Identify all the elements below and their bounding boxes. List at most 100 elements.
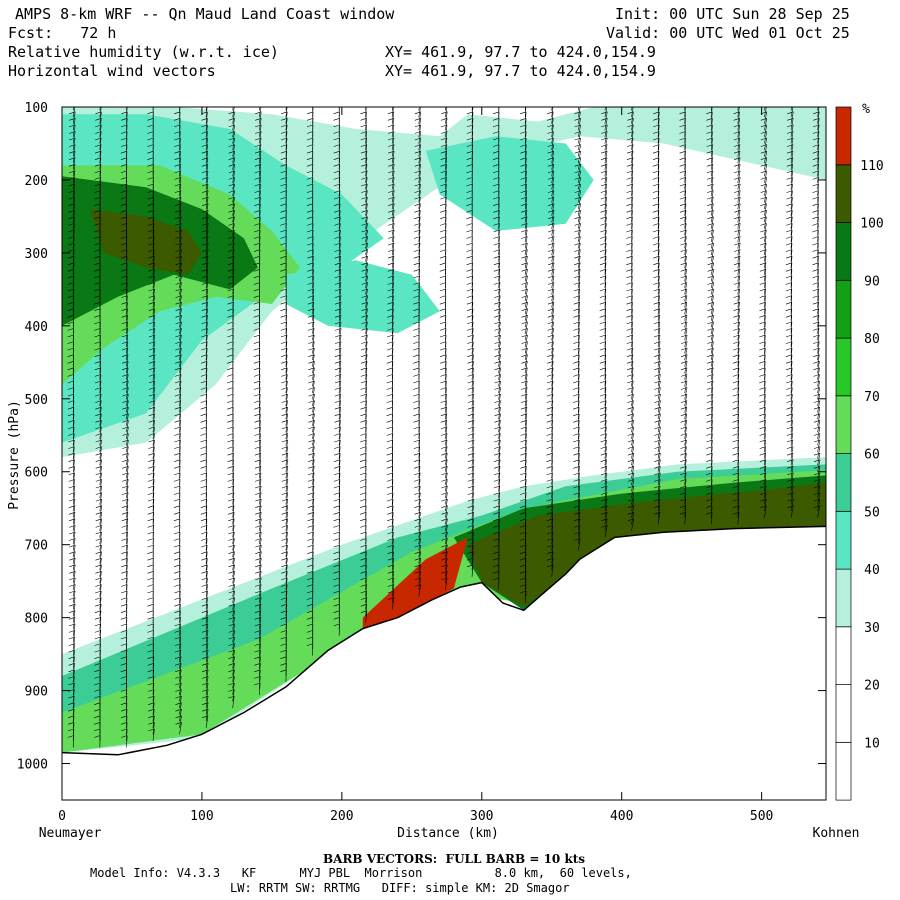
wind-barb-flag <box>228 623 235 627</box>
wind-barb-flag <box>439 315 446 318</box>
wind-barb <box>551 361 554 374</box>
wind-barb-flag <box>413 301 420 305</box>
wind-barb-flag <box>202 236 209 239</box>
wind-barb <box>657 137 660 151</box>
wind-barb <box>737 479 740 492</box>
wind-barb-flag <box>94 242 101 246</box>
wind-barb-flag <box>255 118 262 121</box>
wind-barb <box>152 236 155 249</box>
wind-barb-flag <box>228 617 235 620</box>
wind-barb-flag <box>174 571 181 574</box>
wind-barb-flag <box>387 275 394 279</box>
wind-barb-flag <box>547 321 554 325</box>
wind-barb-flag <box>733 269 741 272</box>
wind-barb-flag <box>306 157 313 160</box>
wind-barb-flag <box>494 347 501 351</box>
wind-barb-flag <box>548 229 555 233</box>
wind-barb-flag <box>175 216 182 220</box>
wind-barb <box>72 413 75 426</box>
wind-barb-flag <box>812 321 820 325</box>
wind-barb-flag <box>280 301 287 305</box>
wind-barb-flag <box>600 210 607 213</box>
wind-barb <box>205 682 209 696</box>
wind-barb <box>259 656 261 669</box>
wind-barb-flag <box>519 518 527 522</box>
wind-barb <box>524 472 527 485</box>
wind-barb <box>365 308 368 321</box>
wind-barb <box>391 348 394 361</box>
wind-barb-flag <box>68 164 76 167</box>
wind-barb-flag <box>333 177 340 180</box>
wind-barb <box>259 229 261 243</box>
wind-barb-flag <box>334 295 342 298</box>
wind-barb-flag <box>440 131 448 134</box>
wind-barb <box>72 597 76 610</box>
wind-barb-flag <box>334 380 341 384</box>
wind-barb <box>604 499 608 512</box>
wind-barb <box>99 407 102 420</box>
wind-barb <box>126 407 129 420</box>
wind-barb-flag <box>94 374 101 377</box>
wind-barb-flag <box>627 433 634 436</box>
wind-barb <box>604 137 608 151</box>
wind-barb-flag <box>573 413 580 417</box>
wind-barb-flag <box>760 144 767 147</box>
wind-barb <box>711 472 713 485</box>
wind-barb-flag <box>413 295 420 298</box>
wind-barb <box>551 531 554 545</box>
wind-barb <box>338 183 341 197</box>
wind-barb <box>764 400 766 413</box>
wind-barb-flag <box>574 157 581 160</box>
wind-barb-flag <box>467 505 474 508</box>
wind-barb-flag <box>786 400 793 403</box>
wind-barb-flag <box>680 328 688 331</box>
wind-barb-flag <box>706 124 713 128</box>
wind-barb <box>391 229 395 243</box>
wind-barb-flag <box>388 144 395 147</box>
wind-barb-flag <box>654 459 661 462</box>
wind-barb-flag <box>280 249 287 252</box>
wind-barb-flag <box>679 144 686 147</box>
wind-barb <box>179 341 182 354</box>
wind-barb-flag <box>707 361 714 364</box>
wind-barb <box>551 328 554 341</box>
wind-barb <box>418 236 421 249</box>
wind-barb-flag <box>200 387 207 390</box>
wind-barb <box>418 118 422 131</box>
wind-barb-flag <box>200 452 207 456</box>
wind-barb <box>711 256 714 269</box>
wind-barb <box>418 420 420 433</box>
wind-barb-flag <box>333 485 340 489</box>
wind-barb <box>205 256 209 269</box>
wind-barb-flag <box>467 564 474 568</box>
wind-barb-flag <box>94 223 101 226</box>
wind-barb-flag <box>147 590 154 594</box>
wind-barb-flag <box>254 479 262 482</box>
wind-barb-flag <box>147 203 154 206</box>
wind-barb-flag <box>253 341 260 344</box>
wind-barb-flag <box>95 426 102 430</box>
wind-barb <box>72 643 76 656</box>
wind-barb-flag <box>360 361 368 364</box>
wind-barb-flag <box>95 531 102 535</box>
wind-barb-flag <box>228 676 235 679</box>
wind-barb-flag <box>307 223 314 226</box>
wind-barb <box>711 249 714 262</box>
wind-barb-flag <box>493 242 500 246</box>
wind-barb-flag <box>148 295 155 298</box>
wind-barb <box>604 269 607 282</box>
wind-barb-flag <box>786 406 793 410</box>
wind-barb-flag <box>175 262 182 266</box>
wind-barb <box>471 275 473 288</box>
wind-barb <box>232 328 234 341</box>
wind-barb <box>418 302 420 315</box>
wind-barb <box>737 203 741 216</box>
wind-barb <box>179 334 182 348</box>
wind-barb <box>657 446 661 459</box>
wind-barb <box>391 157 395 170</box>
wind-barb-flag <box>466 223 473 226</box>
wind-barb <box>764 183 767 197</box>
wind-barb-flag <box>201 170 209 174</box>
wind-barb <box>790 236 793 249</box>
wind-barb-flag <box>413 452 420 456</box>
